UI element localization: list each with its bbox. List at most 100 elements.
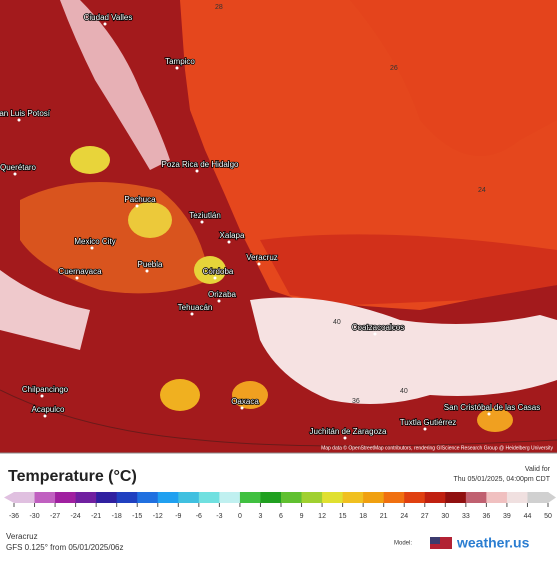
contour-label: 36 — [352, 398, 360, 405]
colorbar-tick-label: 6 — [279, 513, 283, 520]
colorbar-segment — [301, 492, 323, 503]
colorbar-segment — [198, 492, 220, 503]
colorbar-segment — [527, 492, 549, 503]
city-dot — [13, 172, 17, 176]
contour-label: 28 — [215, 4, 223, 11]
colorbar-segment — [383, 492, 405, 503]
colorbar-tick-label: 27 — [421, 513, 429, 520]
city-label: Puebla — [138, 260, 163, 269]
colorbar-segment — [260, 492, 282, 503]
region: Veracruz — [6, 532, 38, 541]
colorbar-tick-label: -6 — [196, 513, 202, 520]
contour-label: 24 — [478, 187, 486, 194]
hot-spot — [194, 256, 226, 284]
colorbar-tick-label: 30 — [441, 513, 449, 520]
model-label: Model: — [394, 541, 412, 547]
colorbar-tick-label: -21 — [91, 513, 101, 520]
colorbar-tick-label: -9 — [175, 513, 181, 520]
city-label: Xalapa — [220, 231, 245, 240]
brand: weather.us — [456, 535, 530, 551]
city-dot — [90, 246, 94, 250]
colorbar-tick-label: 12 — [318, 513, 326, 520]
city-dot — [213, 276, 217, 280]
city-dot — [257, 262, 261, 266]
colorbar-tick-label: -18 — [112, 513, 122, 520]
hot-spot — [477, 408, 513, 432]
city-dot — [17, 118, 21, 122]
hot-spot — [128, 202, 172, 238]
colorbar-segment — [363, 492, 385, 503]
colorbar-tick-label: 36 — [482, 513, 490, 520]
sea-contour — [350, 0, 557, 156]
attribution: Map data © OpenStreetMap contributors, r… — [321, 444, 553, 451]
hot-spot — [232, 381, 268, 409]
colorbar-tick-label: -24 — [71, 513, 81, 520]
city-label: Mexico City — [74, 237, 115, 246]
mountain-ridge — [60, 0, 170, 170]
colorbar-segment — [96, 492, 118, 503]
city-label: Querétaro — [0, 163, 37, 172]
colorbar-tick-label: -27 — [50, 513, 60, 520]
colorbar-segment — [157, 492, 179, 503]
colorbar-tick-label: -36 — [9, 513, 19, 520]
colorbar-tick-label: 44 — [524, 513, 532, 520]
colorbar-segment — [239, 492, 261, 503]
colorbar-segment — [137, 492, 159, 503]
colorbar-tick-label: 18 — [359, 513, 367, 520]
contour-label: 26 — [390, 65, 398, 72]
colorbar-tick-label: 9 — [300, 513, 304, 520]
colorbar-tick-label: 50 — [544, 513, 552, 520]
lowland-hot — [250, 297, 557, 404]
city-label: Teziutlán — [189, 211, 221, 220]
coastline — [0, 389, 557, 447]
colorbar-segment — [178, 492, 200, 503]
colorbar-tick-label: 0 — [238, 513, 242, 520]
colorbar-tick-label: 15 — [339, 513, 347, 520]
city-dot — [195, 169, 199, 173]
city-dot — [145, 269, 149, 273]
colorbar-segment — [465, 492, 487, 503]
colorbar-segment — [219, 492, 241, 503]
city-dot — [75, 276, 79, 280]
colorbar-segment — [116, 492, 138, 503]
colorbar-tick-label: -3 — [216, 513, 222, 520]
city-label: Córdoba — [203, 267, 234, 276]
colorbar-tick-label: 33 — [462, 513, 470, 520]
colorbar-segment — [424, 492, 446, 503]
model-run: GFS 0.125° from 05/01/2025/06z — [6, 543, 124, 552]
colorbar-segment — [281, 492, 303, 503]
colorbar-tick-label: 24 — [400, 513, 408, 520]
colorbar-segment — [55, 492, 77, 503]
city-label: Tuxtla Gutiérrez — [400, 418, 457, 427]
valid-time: Thu 05/01/2025, 04:00pm CDT — [453, 476, 550, 483]
city-dot — [103, 22, 107, 26]
hot-spot — [160, 379, 200, 411]
city-label: Cuernavaca — [58, 267, 102, 276]
city-label: San Cristóbal de las Casas — [444, 403, 541, 412]
city-label: Tehuacán — [178, 303, 213, 312]
contour-label: 40 — [400, 388, 408, 395]
city-dot — [43, 414, 47, 418]
colorbar-tick-label: -15 — [132, 513, 142, 520]
sea-cooler — [260, 234, 557, 305]
colorbar-segment — [34, 492, 56, 503]
colorbar-segment — [404, 492, 426, 503]
city-dot — [200, 220, 204, 224]
city-label: Veracruz — [246, 253, 278, 262]
colorbar-tick-label: 3 — [259, 513, 263, 520]
city-dot — [227, 240, 231, 244]
city-label: Ciudad Valles — [84, 13, 133, 22]
city-dot — [373, 332, 377, 336]
colorbar-segment — [75, 492, 97, 503]
city-label: Tampico — [165, 57, 195, 66]
colorbar-segment — [445, 492, 467, 503]
hot-spot — [70, 146, 110, 174]
city-label: Orizaba — [208, 290, 237, 299]
contour-label: 40 — [333, 319, 341, 326]
colorbar-tick-label: -30 — [29, 513, 39, 520]
colorbar-tick-label: 39 — [503, 513, 511, 520]
colorbar-tick-label: -12 — [153, 513, 163, 520]
city-dot — [487, 412, 491, 416]
city-label: Pachuca — [124, 195, 156, 204]
highland — [0, 270, 90, 350]
